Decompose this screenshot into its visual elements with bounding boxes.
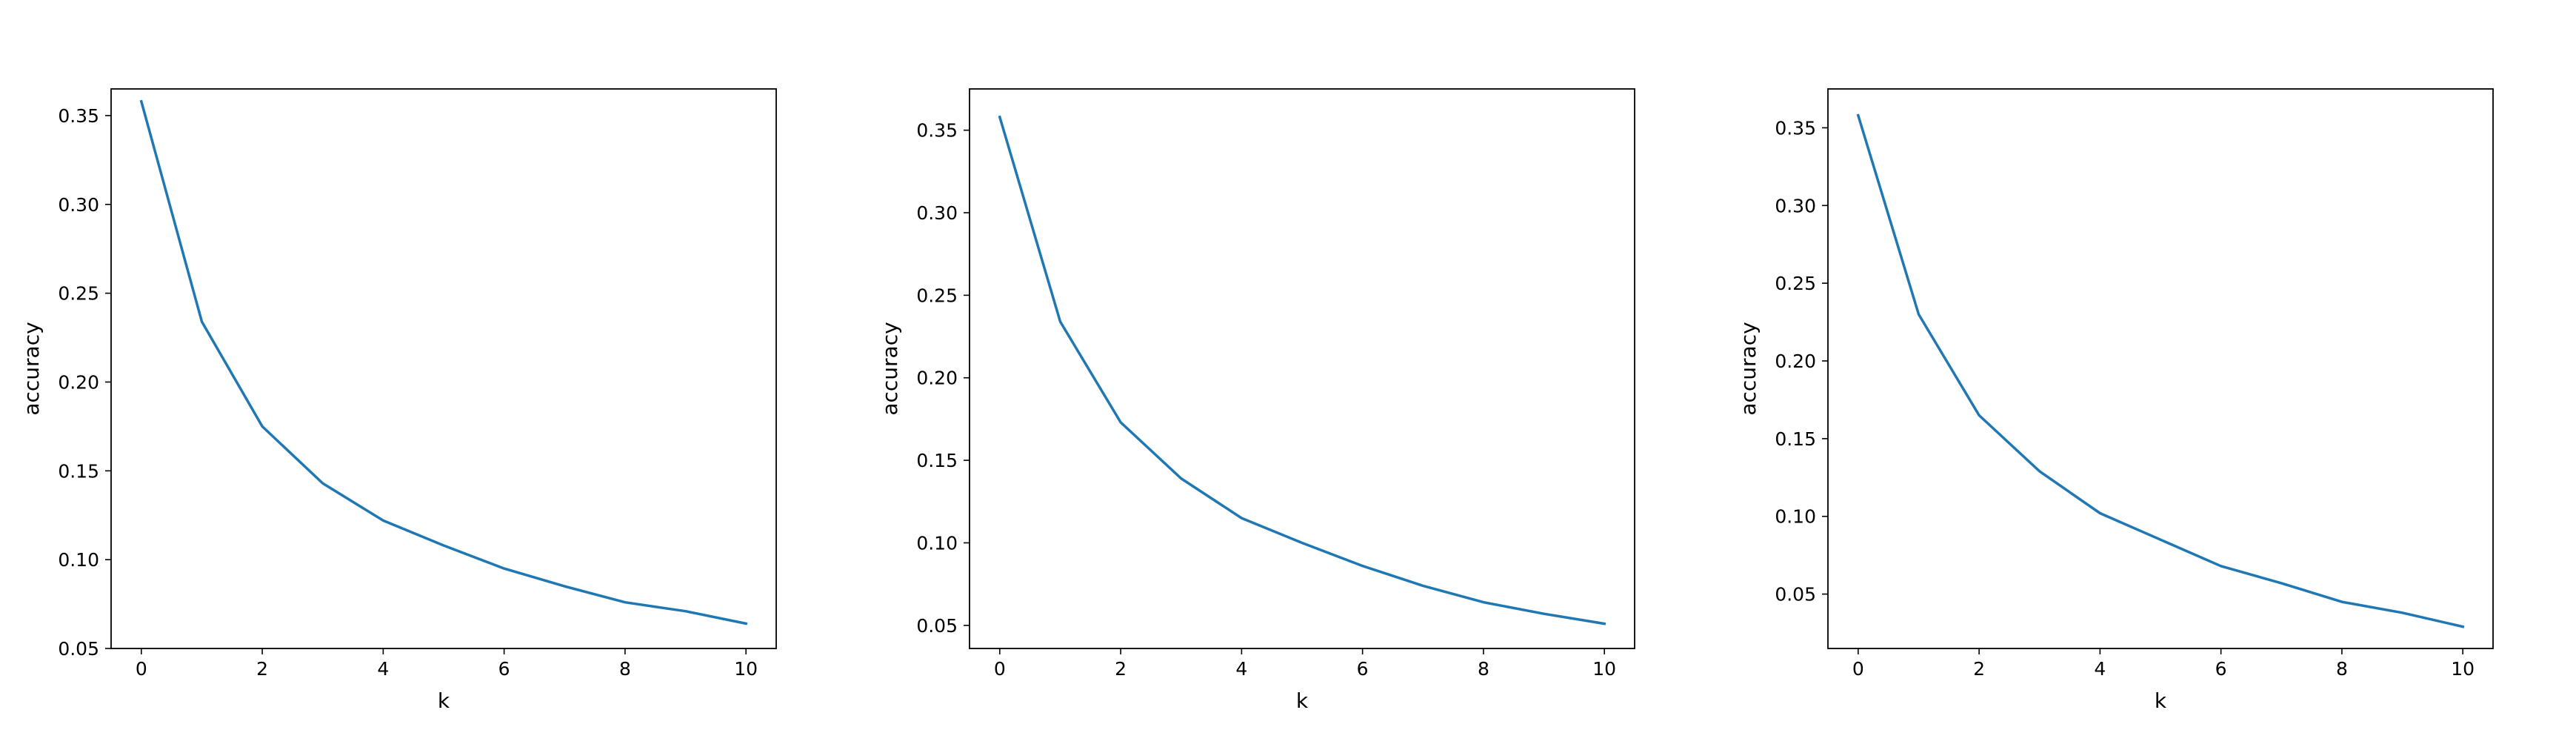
x-tick-label: 10 (1592, 658, 1616, 680)
series-line (998, 115, 1606, 626)
x-tick-label: 10 (734, 658, 758, 680)
x-tick-label: 6 (2215, 658, 2227, 680)
x-axis-label: k (438, 688, 450, 713)
y-tick-label: 0.30 (58, 194, 99, 216)
x-tick-label: 2 (1973, 658, 1985, 680)
y-tick-label: 0.15 (1775, 428, 1816, 450)
x-tick-label: 0 (994, 658, 1006, 680)
y-tick-label: 0.05 (1775, 584, 1816, 605)
x-axis-label: k (1296, 688, 1309, 713)
y-tick-label: 0.35 (1775, 117, 1816, 139)
y-tick-label: 0.10 (1775, 506, 1816, 528)
x-tick-label: 10 (2451, 658, 2475, 680)
y-axis-label: accuracy (1736, 322, 1761, 415)
x-tick-label: 6 (498, 658, 510, 680)
y-tick-label: 0.25 (916, 285, 958, 306)
x-tick-label: 8 (2336, 658, 2348, 680)
y-tick-label: 0.10 (916, 532, 958, 554)
y-tick-label: 0.35 (916, 120, 958, 142)
y-tick-label: 0.30 (1775, 195, 1816, 216)
y-tick-label: 0.10 (58, 549, 99, 571)
x-tick-label: 4 (377, 658, 389, 680)
y-tick-label: 0.25 (58, 283, 99, 305)
x-tick-label: 2 (256, 658, 268, 680)
y-tick-label: 0.20 (58, 371, 99, 393)
chart-panel-3: 0 2 4 6 8 10 0.05 0.10 0.15 0.20 0.25 0.30 0.35 k accu… (1736, 88, 2494, 713)
x-tick-label: 0 (1852, 658, 1864, 680)
series-line (139, 99, 748, 626)
y-tick-label: 0.25 (1775, 273, 1816, 294)
plot-frame (1827, 88, 2494, 649)
y-axis-label: accuracy (19, 322, 44, 415)
plot-frame (110, 88, 777, 649)
y-tick-label: 0.30 (916, 202, 958, 224)
x-axis-label: k (2155, 688, 2167, 713)
y-tick-label: 0.05 (58, 638, 99, 660)
chart-panel-2: 0 2 4 6 8 10 0.05 0.10 0.15 0.20 0.25 0.30 0.35 k accu… (878, 88, 1635, 713)
y-tick-label: 0.15 (916, 450, 958, 471)
x-tick-label: 4 (1235, 658, 1247, 680)
chart-panel-1: 0 2 4 6 8 10 0.05 0.10 0.15 0.20 0.25 0.30 0.35 k accu… (19, 88, 777, 713)
x-tick-label: 8 (619, 658, 631, 680)
plot-frame (969, 88, 1635, 649)
y-tick-label: 0.05 (916, 615, 958, 637)
y-tick-label: 0.20 (916, 368, 958, 389)
y-axis-label: accuracy (878, 322, 902, 415)
x-tick-label: 4 (2094, 658, 2106, 680)
x-tick-label: 2 (1115, 658, 1127, 680)
y-tick-label: 0.15 (58, 460, 99, 482)
series-line (1856, 113, 2465, 628)
x-tick-label: 8 (1478, 658, 1489, 680)
x-tick-label: 0 (136, 658, 147, 680)
y-tick-label: 0.35 (58, 105, 99, 127)
y-tick-label: 0.20 (1775, 351, 1816, 372)
x-tick-label: 6 (1357, 658, 1369, 680)
